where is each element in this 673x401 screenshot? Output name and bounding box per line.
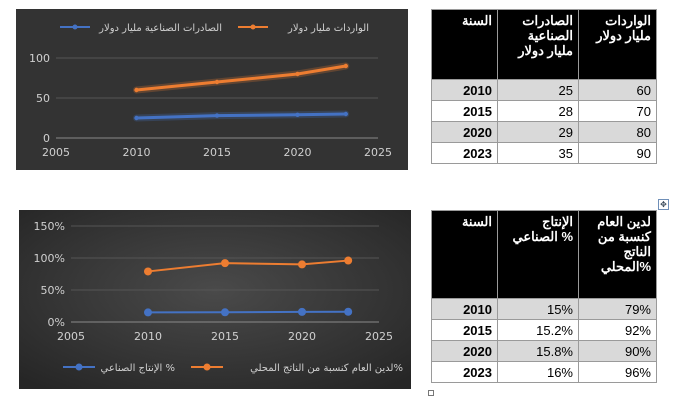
legend-debt-label: لدين العام كنسبة من الناتج المحلي% — [250, 363, 403, 374]
series-point — [134, 87, 139, 93]
series-point — [343, 63, 348, 69]
y-tick-label: 150% — [34, 220, 65, 233]
cell-imports[interactable]: 90 — [578, 142, 657, 164]
x-tick-label: 2020 — [284, 146, 312, 159]
table-row: 2020 29 80 — [431, 121, 657, 143]
cell-year[interactable]: 2023 — [431, 361, 498, 383]
series-line — [136, 64, 347, 92]
chart-legend: الإنتاج الصناعي % لدين العام كنسبة من ال… — [63, 363, 403, 374]
cell-debt[interactable]: 92% — [578, 319, 657, 341]
x-tick-label: 2025 — [365, 330, 393, 343]
table-row: 2020 15.8% 90% — [431, 340, 657, 362]
cell-year[interactable]: 2010 — [431, 79, 498, 101]
x-tick-label: 2010 — [123, 146, 151, 159]
table-production-debt: السنة الإنتاج الصناعي % لدين العام كنسبة… — [431, 210, 657, 383]
series-point — [343, 111, 348, 117]
series-point — [298, 260, 306, 269]
cell-year[interactable]: 2010 — [431, 298, 498, 320]
cell-debt[interactable]: 96% — [578, 361, 657, 383]
y-tick-label: 100% — [34, 252, 65, 265]
header-year: السنة — [431, 210, 498, 299]
series-point — [295, 71, 300, 77]
x-tick-label: 2010 — [134, 330, 162, 343]
cell-year[interactable]: 2020 — [431, 121, 498, 143]
x-tick-label: 2005 — [42, 146, 70, 159]
series-point — [214, 79, 220, 85]
table-row: 2010 15% 79% — [431, 298, 657, 320]
chart-production-debt-svg: 2005 2010 2015 2020 2025 0% 50% 100% 150% الإنتا… — [19, 210, 411, 389]
table-resize-handle[interactable] — [428, 390, 434, 396]
y-tick-label: 100 — [29, 52, 50, 65]
series-point — [344, 256, 353, 265]
legend-imports-label: الواردات مليار دولار — [287, 23, 369, 34]
chart-background — [16, 9, 408, 170]
y-tick-label: 50% — [41, 284, 65, 297]
cell-debt[interactable]: 79% — [578, 298, 657, 320]
cell-exports[interactable]: 25 — [497, 79, 579, 101]
y-tick-label: 0% — [48, 316, 65, 329]
legend-exports-label: الصادرات الصناعية مليار دولار — [98, 23, 222, 34]
chart-legend: الصادرات الصناعية مليار دولار الواردات م… — [60, 23, 369, 34]
table-row: 2023 35 90 — [431, 142, 657, 164]
x-tick-label: 2015 — [203, 146, 231, 159]
table-row: 2015 28 70 — [431, 100, 657, 122]
table-row: 2023 16% 96% — [431, 361, 657, 383]
table-row: 2010 25 60 — [431, 79, 657, 101]
cell-debt[interactable]: 90% — [578, 340, 657, 362]
cell-imports[interactable]: 70 — [578, 100, 657, 122]
y-tick-label: 50 — [36, 92, 50, 105]
series-point — [295, 112, 300, 118]
series-point — [144, 308, 152, 317]
legend-production-label: الإنتاج الصناعي % — [100, 363, 175, 374]
cell-year[interactable]: 2023 — [431, 142, 498, 164]
legend-production-marker — [75, 363, 83, 371]
series-line — [147, 310, 349, 314]
table-exports-imports: السنة الصادرات الصناعية مليار دولار الوا… — [431, 9, 657, 164]
table-header-row: السنة الإنتاج الصناعي % لدين العام كنسبة… — [431, 210, 657, 299]
legend-imports-marker — [250, 24, 256, 30]
series-line — [136, 112, 346, 120]
header-year: السنة — [431, 9, 498, 80]
header-production: الإنتاج الصناعي % — [497, 210, 579, 299]
cell-production[interactable]: 16% — [497, 361, 579, 383]
cell-year[interactable]: 2020 — [431, 340, 498, 362]
y-tick-label: 0 — [43, 132, 50, 145]
series-line — [147, 259, 349, 273]
cell-imports[interactable]: 80 — [578, 121, 657, 143]
cell-exports[interactable]: 28 — [497, 100, 579, 122]
cell-production[interactable]: 15.2% — [497, 319, 579, 341]
legend-debt-marker — [203, 363, 211, 371]
cell-year[interactable]: 2015 — [431, 100, 498, 122]
header-exports: الصادرات الصناعية مليار دولار — [497, 9, 579, 80]
series-point — [344, 307, 353, 316]
series-point — [221, 259, 229, 268]
x-tick-label: 2015 — [211, 330, 239, 343]
cell-exports[interactable]: 29 — [497, 121, 579, 143]
x-tick-label: 2025 — [364, 146, 392, 159]
cell-imports[interactable]: 60 — [578, 79, 657, 101]
series-point — [144, 267, 152, 276]
header-imports: الواردات مليار دولار — [578, 9, 657, 80]
legend-exports-marker — [72, 24, 78, 30]
chart-background — [19, 210, 411, 389]
series-point — [298, 307, 306, 316]
table-move-handle-icon[interactable]: ✥ — [658, 199, 669, 210]
series-point — [221, 308, 229, 317]
table-row: 2015 15.2% 92% — [431, 319, 657, 341]
cell-year[interactable]: 2015 — [431, 319, 498, 341]
chart-exports-imports-svg: 2005 2010 2015 2020 2025 0 50 100 الصادرات الصن… — [16, 9, 408, 170]
cell-production[interactable]: 15.8% — [497, 340, 579, 362]
cell-production[interactable]: 15% — [497, 298, 579, 320]
cell-exports[interactable]: 35 — [497, 142, 579, 164]
chart-exports-imports[interactable]: 2005 2010 2015 2020 2025 0 50 100 الصادرات الصن… — [16, 9, 408, 170]
series-point — [134, 115, 139, 121]
table-header-row: السنة الصادرات الصناعية مليار دولار الوا… — [431, 9, 657, 80]
series-point — [214, 113, 220, 118]
x-tick-label: 2005 — [57, 330, 85, 343]
chart-production-debt[interactable]: 2005 2010 2015 2020 2025 0% 50% 100% 150% الإنتا… — [19, 210, 411, 389]
header-debt: لدين العام كنسبة من الناتج المحلي% — [578, 210, 657, 299]
x-tick-label: 2020 — [288, 330, 316, 343]
